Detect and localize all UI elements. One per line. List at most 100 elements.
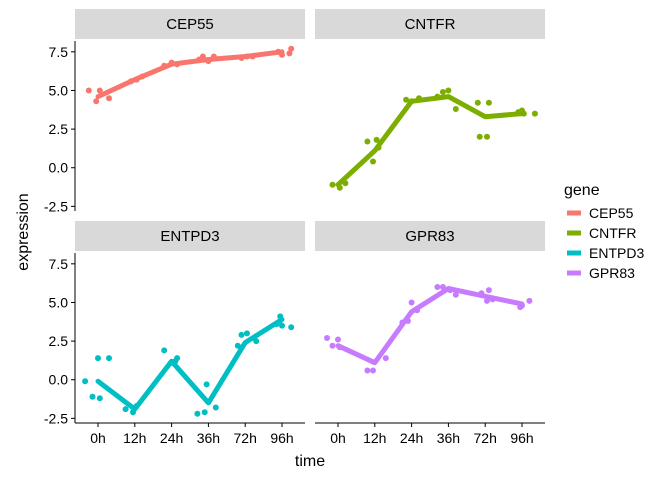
facet-strip-label: CNTFR (405, 16, 456, 33)
data-point (329, 181, 336, 188)
data-point (373, 136, 380, 143)
data-point (253, 338, 260, 345)
data-point (238, 55, 245, 61)
data-point (139, 73, 146, 80)
data-point (122, 406, 129, 413)
facet-strip-label: ENTPD3 (160, 228, 219, 245)
data-point (96, 87, 103, 94)
facets-layer: CEP55 -2.5 0.0 2.5 5.0 7.5 CNTFR ENTPD3 -2.5 0.0 2… (44, 9, 545, 446)
data-point (234, 342, 241, 349)
data-point (336, 344, 343, 351)
facet-entpd3: ENTPD3 -2.5 0.0 2.5 5.0 7.5 0h 12h 24h 36h 72h 96h (44, 221, 305, 446)
data-point (484, 133, 490, 140)
data-point (286, 50, 293, 57)
data-point (403, 96, 410, 103)
data-point (489, 296, 496, 303)
x-tick-label: 96h (510, 430, 533, 446)
data-point (329, 342, 336, 349)
legend-item-cntfr: CNTFR (565, 224, 636, 242)
legend-item-entpd3: ENTPD3 (565, 244, 644, 262)
facet-cntfr: CNTFR (315, 9, 545, 191)
data-point (203, 381, 210, 388)
data-point (161, 62, 168, 69)
data-point (194, 410, 201, 417)
data-point (336, 184, 343, 191)
x-tick-label: 96h (270, 430, 293, 446)
x-tick-label: 36h (197, 430, 220, 446)
legend-label: ENTPD3 (589, 245, 644, 261)
legend-label: CEP55 (589, 205, 634, 221)
y-tick-label: 7.5 (49, 256, 69, 272)
data-point (199, 53, 206, 60)
data-point (439, 89, 446, 95)
data-point (130, 409, 136, 416)
data-point (212, 404, 219, 411)
data-point (404, 318, 411, 324)
data-point (342, 180, 349, 187)
data-point (485, 287, 492, 294)
data-point (161, 347, 168, 354)
legend-label: CNTFR (589, 225, 636, 241)
data-point (201, 409, 208, 416)
y-tick-label: -2.5 (44, 410, 68, 426)
legend: gene CEP55 CNTFR ENTPD3 GPR83 (564, 182, 644, 282)
y-tick-label: 2.5 (49, 121, 69, 137)
data-point (93, 98, 100, 105)
data-point (434, 284, 441, 290)
data-point (324, 335, 330, 341)
series-line-cntfr (335, 94, 525, 188)
data-point (174, 355, 181, 362)
facet-strip-label: CEP55 (166, 16, 214, 33)
data-point (439, 284, 446, 290)
x-axis-title: time (295, 453, 325, 470)
y-tick-label: 7.5 (49, 44, 69, 60)
x-tick-label: 72h (474, 430, 497, 446)
facet-strip (75, 9, 305, 39)
data-point (244, 53, 250, 60)
data-point (370, 158, 376, 165)
series-line-entpd3 (95, 317, 285, 412)
data-point (526, 297, 533, 304)
legend-item-gpr83: GPR83 (565, 264, 635, 282)
data-point (335, 336, 341, 343)
data-point (249, 53, 256, 60)
data-point (408, 98, 415, 105)
data-point (474, 99, 481, 106)
data-point (210, 53, 217, 60)
x-tick-label: 0h (90, 430, 106, 446)
data-point (476, 133, 483, 140)
data-point (382, 355, 389, 362)
y-tick-label: 5.0 (49, 82, 69, 98)
data-point (85, 87, 92, 94)
data-point (452, 106, 459, 112)
data-point (414, 307, 421, 314)
x-tick-label: 12h (123, 430, 146, 446)
data-point (82, 378, 89, 385)
data-point (106, 95, 112, 102)
facet-cep55: CEP55 -2.5 0.0 2.5 5.0 7.5 (44, 9, 305, 214)
data-point (485, 99, 492, 106)
x-tick-label: 36h (437, 430, 460, 446)
data-point (364, 367, 371, 374)
data-point (375, 144, 382, 151)
data-point (364, 138, 371, 145)
x-tick-label: 24h (400, 430, 423, 446)
data-point (205, 58, 212, 65)
data-point (174, 61, 181, 68)
y-tick-label: -2.5 (44, 198, 68, 214)
x-tick-label: 24h (160, 430, 183, 446)
facet-strip (315, 221, 545, 251)
legend-title: gene (564, 182, 600, 199)
data-point (273, 321, 280, 328)
data-point (370, 367, 376, 374)
data-point (484, 297, 490, 304)
y-tick-label: 2.5 (49, 333, 69, 349)
data-point (288, 45, 295, 52)
data-point (106, 355, 112, 362)
data-point (519, 302, 525, 309)
facet-gpr83: GPR83 0h 12h 24h 36h 72h 96h (315, 221, 545, 446)
data-point (408, 299, 415, 306)
legend-label: GPR83 (589, 265, 635, 281)
data-point (133, 76, 140, 83)
data-point (168, 59, 175, 66)
